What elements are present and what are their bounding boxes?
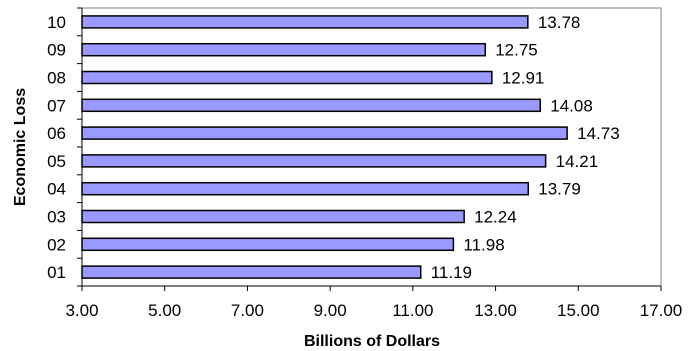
bars-layer [81,15,568,279]
y-tick-label-03: 03 [47,208,66,227]
value-label-02: 11.98 [463,235,504,254]
value-label-01: 11.19 [431,263,472,282]
bar-10 [81,15,529,29]
value-label-03: 12.24 [474,208,517,227]
bar-06 [81,126,568,140]
x-axis-title: Billions of Dollars [304,333,440,350]
value-label-04: 13.79 [538,180,581,199]
x-tick-label: 17.00 [640,301,683,320]
y-axis-title: Economic Loss [12,88,29,206]
value-label-10: 13.78 [538,13,581,32]
x-tick-label: 3.00 [65,301,98,320]
bar-09 [81,42,486,57]
x-tick-label: 11.00 [392,301,433,320]
y-tick-label-04: 04 [47,180,66,199]
y-tick-label-08: 08 [47,69,66,88]
value-labels-layer: 11.19 11.98 12.24 13.79 14.21 14.73 14.08 12.91… [431,13,620,282]
x-axis: 3.00 5.00 7.00 9.00 11.00 13.00 15.00 17.00 [65,285,683,320]
x-tick-label: 7.00 [231,301,264,320]
y-tick-label-02: 02 [47,235,66,254]
y-tick-label-10: 10 [47,13,66,32]
bar-05 [81,154,547,168]
value-label-06: 14.73 [577,124,620,143]
value-label-08: 12.91 [502,69,545,88]
bar-07 [81,98,541,113]
y-tick-label-05: 05 [47,152,66,171]
y-tick-label-06: 06 [47,124,66,143]
value-label-05: 14.21 [556,152,599,171]
y-tick-label-07: 07 [47,96,66,115]
bar-04 [81,181,529,196]
x-tick-label: 5.00 [148,301,181,320]
y-tick-label-09: 09 [47,41,66,60]
bar-03 [81,209,465,224]
bar-08 [81,70,493,85]
x-tick-label: 13.00 [474,301,517,320]
value-label-07: 14.08 [550,96,593,115]
value-label-09: 12.75 [495,41,538,60]
x-tick-label: 9.00 [314,301,347,320]
y-axis: 01 02 03 04 05 06 07 08 09 10 [47,7,83,287]
bar-01 [81,265,422,279]
x-tick-label: 15.00 [557,301,600,320]
bar-02 [81,237,455,252]
y-tick-label-01: 01 [47,263,66,282]
